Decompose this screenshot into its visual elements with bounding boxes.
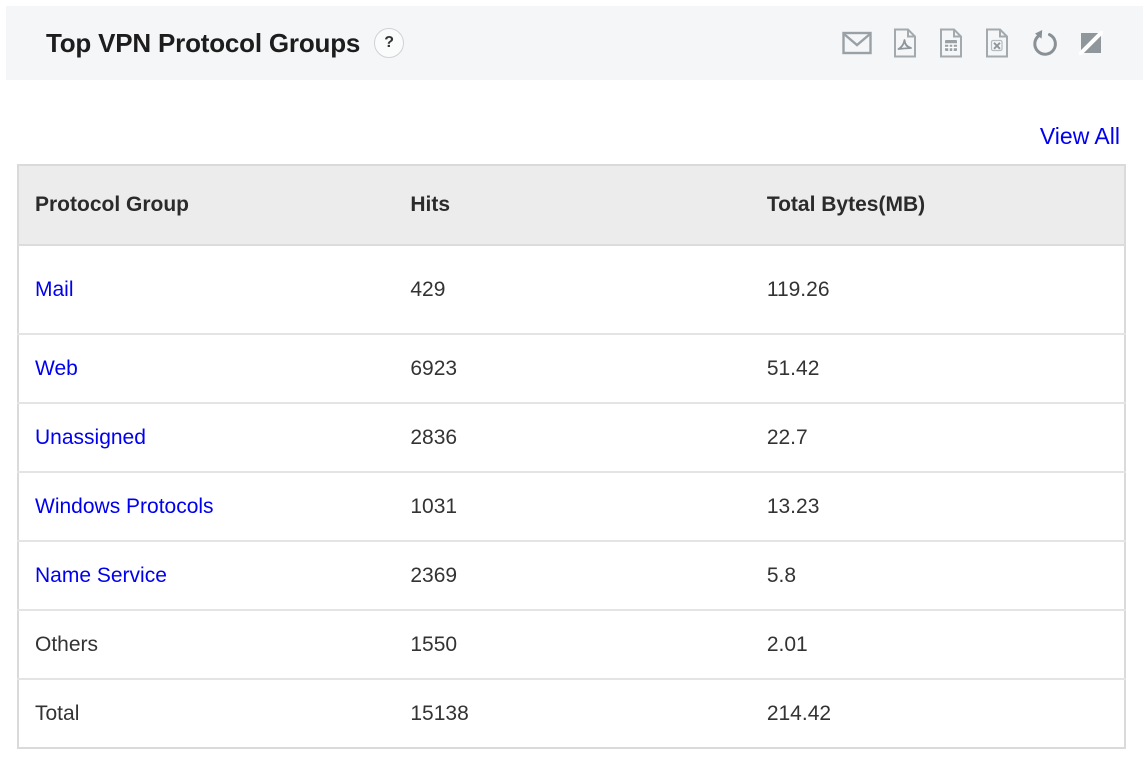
widget-header: Top VPN Protocol Groups ? — [6, 6, 1143, 80]
table-row: Name Service 2369 5.8 — [18, 540, 1125, 610]
protocol-group-cell: Unassigned — [18, 402, 395, 472]
table-header: Protocol Group Hits Total Bytes(MB) — [18, 165, 1125, 246]
protocol-group-link[interactable]: Mail — [35, 277, 74, 301]
protocol-group-link[interactable]: Windows Protocols — [35, 494, 214, 518]
help-icon[interactable]: ? — [374, 28, 405, 58]
protocol-group-link[interactable]: Name Service — [35, 563, 167, 587]
table-row: Mail 429 119.26 — [18, 245, 1125, 334]
total-bytes-cell: 51.42 — [750, 333, 1125, 403]
refresh-icon[interactable] — [1030, 29, 1059, 58]
view-all-link[interactable]: View All — [1039, 123, 1120, 149]
protocol-group-link[interactable]: Web — [35, 356, 78, 380]
xls-export-icon[interactable] — [984, 28, 1010, 58]
column-header-hits: Hits — [394, 165, 751, 246]
hits-cell: 2369 — [394, 540, 751, 610]
protocol-group-cell: Name Service — [18, 540, 395, 610]
hits-cell: 2836 — [394, 402, 751, 472]
table-row: Unassigned 2836 22.7 — [18, 402, 1125, 472]
table-row: Windows Protocols 1031 13.23 — [18, 471, 1125, 541]
csv-export-icon[interactable] — [938, 28, 964, 58]
widget-title: Top VPN Protocol Groups — [46, 27, 361, 58]
contrast-toggle-icon[interactable] — [1079, 31, 1103, 55]
protocol-group-cell: Windows Protocols — [18, 471, 395, 541]
widget-toolbar — [842, 28, 1103, 58]
total-bytes-cell: 22.7 — [750, 402, 1125, 472]
total-bytes-cell: 119.26 — [750, 245, 1125, 334]
table-row: Others 1550 2.01 — [18, 609, 1125, 679]
protocol-group-label: Others — [35, 632, 99, 656]
view-all-row: View All — [0, 120, 1120, 156]
protocol-groups-table: Protocol Group Hits Total Bytes(MB) Mail… — [17, 164, 1126, 749]
pdf-export-icon[interactable] — [892, 28, 918, 58]
protocol-group-cell: Total — [18, 678, 395, 748]
total-bytes-cell: 5.8 — [750, 540, 1125, 610]
total-bytes-cell: 214.42 — [750, 678, 1125, 748]
protocol-group-link[interactable]: Unassigned — [35, 425, 146, 449]
column-header-protocol-group: Protocol Group — [18, 165, 395, 246]
table-body: Mail 429 119.26 Web 6923 51.42 Unassigne… — [18, 245, 1125, 748]
hits-cell: 15138 — [394, 678, 751, 748]
hits-cell: 429 — [394, 245, 751, 334]
table-row: Total 15138 214.42 — [18, 678, 1125, 748]
total-bytes-cell: 2.01 — [750, 609, 1125, 679]
hits-cell: 1031 — [394, 471, 751, 541]
table-row: Web 6923 51.42 — [18, 333, 1125, 403]
protocol-group-cell: Web — [18, 333, 395, 403]
protocol-group-cell: Mail — [18, 245, 395, 334]
hits-cell: 1550 — [394, 609, 751, 679]
protocol-group-cell: Others — [18, 609, 395, 679]
table-header-row: Protocol Group Hits Total Bytes(MB) — [18, 165, 1125, 246]
protocol-group-label: Total — [35, 701, 80, 725]
hits-cell: 6923 — [394, 333, 751, 403]
email-icon[interactable] — [842, 31, 872, 55]
total-bytes-cell: 13.23 — [750, 471, 1125, 541]
column-header-total-bytes: Total Bytes(MB) — [750, 165, 1125, 246]
